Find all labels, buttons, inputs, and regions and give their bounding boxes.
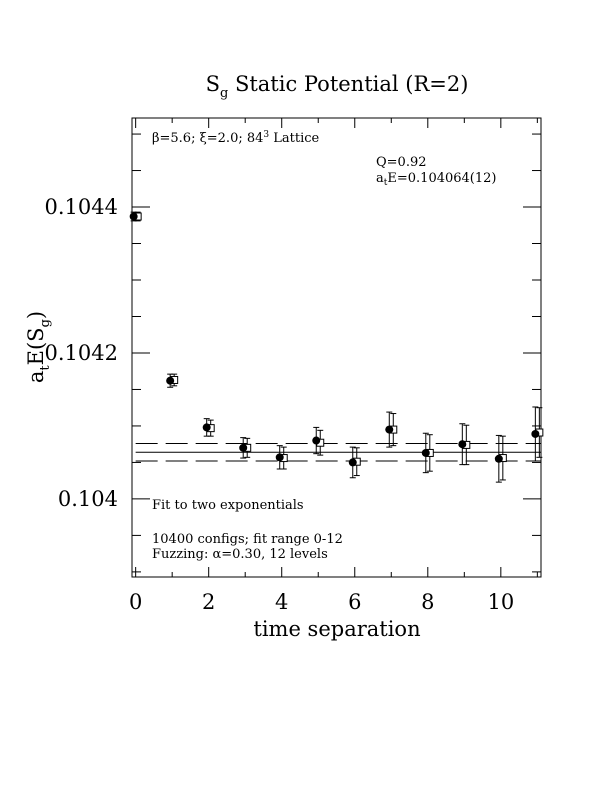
- x-axis-label: time separation: [253, 617, 420, 641]
- x-tick-label: 0: [129, 590, 142, 614]
- chart-title-rest: Static Potential (R=2): [228, 72, 468, 96]
- data-point-circle: [166, 376, 175, 385]
- x-tick-label: 10: [487, 590, 514, 614]
- data-point-circle: [494, 454, 503, 463]
- y-axis-label-sub2: g: [38, 319, 53, 327]
- lattice-exponent: 3: [263, 130, 269, 140]
- chart-title: Sg Static Potential (R=2): [206, 72, 469, 101]
- data-point-circle: [239, 443, 248, 452]
- plot-frame: [131, 117, 542, 578]
- chart-title-subscript: g: [220, 86, 228, 101]
- fit-description: Fit to two exponentials: [152, 498, 304, 513]
- lattice-xi: ξ=2.0;: [200, 131, 247, 146]
- lattice-annotation: β=5.6; ξ=2.0; 843 Lattice: [152, 130, 320, 146]
- fuzzing-description: Fuzzing: α=0.30, 12 levels: [152, 547, 328, 562]
- data-point-circle: [348, 458, 357, 467]
- data-point-circle: [312, 436, 321, 445]
- fuzzing-rest: =0.30, 12 levels: [221, 547, 328, 562]
- y-axis-label-a: a: [24, 371, 48, 384]
- y-axis-label-end: ): [24, 311, 48, 319]
- fuzzing-alpha: α: [212, 547, 221, 562]
- x-tick-label: 6: [348, 590, 361, 614]
- data-point-circle: [385, 425, 394, 434]
- x-tick-label: 2: [202, 590, 215, 614]
- q-value: Q=0.92: [376, 155, 427, 170]
- lattice-size: 84: [247, 131, 264, 146]
- axis-tick-labels: 0 2 4 6 8 10 0.104 0.1042 0.1044: [45, 195, 515, 614]
- energy-rest: E=0.104064(12): [387, 171, 496, 186]
- y-tick-label: 0.104: [58, 487, 118, 511]
- lattice-beta: β=5.6;: [152, 131, 200, 146]
- data-markers: [129, 211, 544, 483]
- chart-title-main: S: [206, 72, 220, 96]
- data-point-circle: [202, 423, 211, 432]
- data-point-circle: [531, 429, 540, 438]
- data-point-circle: [421, 448, 430, 457]
- x-tick-label: 4: [275, 590, 288, 614]
- axis-ticks: [132, 118, 541, 577]
- lattice-word: Lattice: [269, 131, 319, 146]
- y-axis-label-mid: E(S: [24, 327, 48, 365]
- x-tick-label: 8: [421, 590, 434, 614]
- y-tick-label: 0.1044: [45, 195, 118, 219]
- y-axis-label: atE(Sg): [24, 311, 53, 383]
- configs-description: 10400 configs; fit range 0-12: [152, 532, 343, 547]
- y-axis-label-sub1: t: [38, 365, 53, 371]
- fuzzing-prefix: Fuzzing:: [152, 547, 212, 562]
- energy-a: a: [376, 171, 384, 186]
- energy-sub: t: [384, 178, 388, 188]
- data-point-circle: [458, 440, 467, 449]
- y-tick-label: 0.1042: [45, 341, 118, 365]
- energy-value: atE=0.104064(12): [376, 171, 497, 188]
- fit-lines: [135, 442, 541, 462]
- data-point-circle: [275, 453, 284, 462]
- data-point-circle: [129, 212, 138, 221]
